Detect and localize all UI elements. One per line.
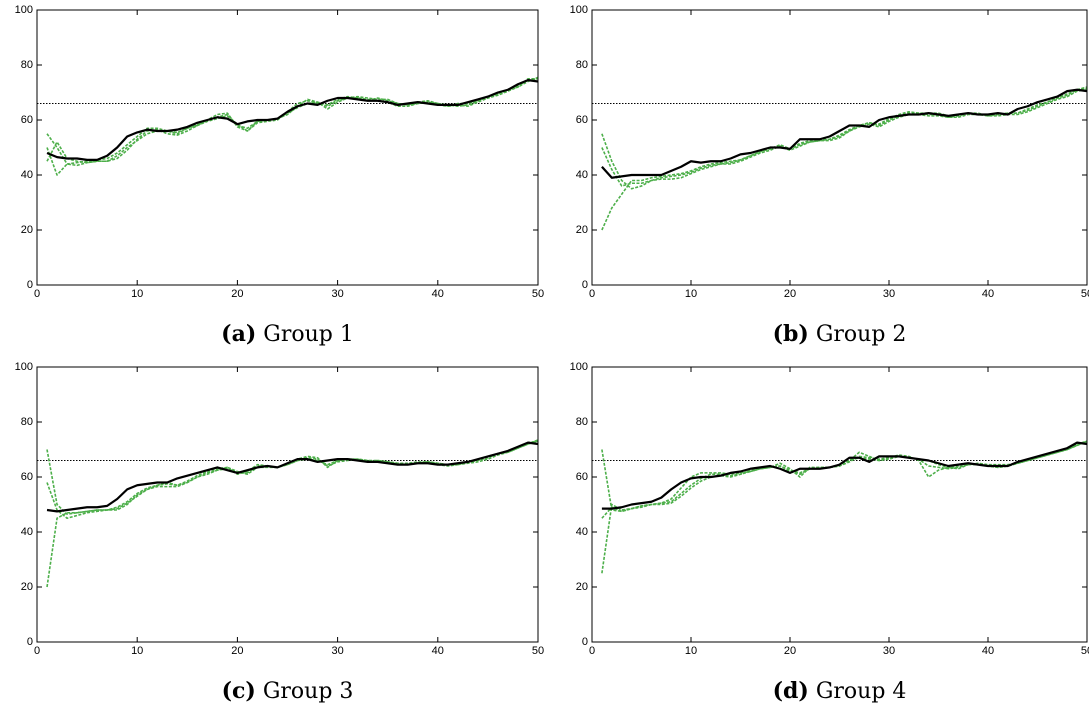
y-tick-label: 60 (21, 471, 33, 483)
x-tick-label: 40 (432, 645, 444, 657)
y-tick-label: 100 (15, 361, 33, 373)
y-tick-label: 20 (21, 581, 33, 593)
plot-frame (591, 366, 1088, 643)
y-tick-label: 80 (21, 416, 33, 428)
caption: (a) Group 1 (221, 321, 354, 347)
caption-label: (a) (221, 321, 256, 347)
x-tick-label: 0 (34, 645, 40, 657)
y-tick-label: 40 (576, 169, 588, 181)
x-tick-label: 50 (1081, 645, 1089, 657)
main-line (601, 88, 1088, 179)
run-line (46, 440, 539, 515)
x-tick-label: 10 (131, 645, 143, 657)
caption: (d) Group 4 (773, 678, 907, 704)
x-tick-label: 10 (131, 288, 143, 300)
x-tick-label: 0 (589, 645, 595, 657)
caption-label: (c) (222, 678, 256, 704)
main-line (46, 441, 539, 513)
caption-title: Group 2 (816, 322, 907, 347)
run-line (46, 439, 539, 588)
y-tick-label: 40 (21, 169, 33, 181)
main-line (601, 441, 1088, 510)
y-tick-label: 60 (21, 114, 33, 126)
y-tick-label: 0 (582, 636, 588, 648)
panel: 0 20 40 60 80 100 0 10 20 30 40 50 (a) Group 1 (15, 4, 544, 347)
y-tick-label: 40 (21, 526, 33, 538)
panel: 0 20 40 60 80 100 0 10 20 30 40 50 (c) Group 3 (15, 361, 544, 704)
x-tick-label: 40 (432, 288, 444, 300)
y-tick-label: 80 (576, 59, 588, 71)
x-tick-label: 20 (231, 288, 243, 300)
x-tick-label: 50 (1081, 288, 1089, 300)
y-tick-label: 80 (576, 416, 588, 428)
run-line (601, 440, 1088, 519)
caption-title: Group 1 (263, 322, 354, 347)
caption: (b) Group 2 (773, 321, 907, 347)
y-tick-label: 40 (576, 526, 588, 538)
plot-frame (591, 9, 1088, 286)
caption-label: (b) (773, 321, 809, 347)
plot-frame (36, 9, 539, 286)
x-tick-label: 20 (784, 288, 796, 300)
plot-frame (36, 366, 539, 643)
x-tick-label: 30 (883, 645, 895, 657)
x-tick-label: 30 (331, 288, 343, 300)
panel: 0 20 40 60 80 100 0 10 20 30 40 50 (b) Group 2 (570, 4, 1089, 347)
caption-label: (d) (773, 678, 809, 704)
y-tick-label: 0 (27, 279, 33, 291)
y-tick-label: 60 (576, 471, 588, 483)
y-tick-label: 100 (570, 361, 588, 373)
y-tick-label: 0 (582, 279, 588, 291)
x-tick-label: 40 (982, 288, 994, 300)
x-tick-label: 30 (331, 645, 343, 657)
x-tick-label: 10 (685, 645, 697, 657)
x-tick-label: 30 (883, 288, 895, 300)
panel: 0 20 40 60 80 100 0 10 20 30 40 50 (d) Group 4 (570, 361, 1089, 704)
y-tick-label: 20 (21, 224, 33, 236)
y-tick-label: 60 (576, 114, 588, 126)
y-tick-label: 80 (21, 59, 33, 71)
y-tick-label: 0 (27, 636, 33, 648)
x-tick-label: 0 (34, 288, 40, 300)
x-tick-label: 50 (532, 645, 544, 657)
x-tick-label: 10 (685, 288, 697, 300)
x-tick-label: 0 (589, 288, 595, 300)
y-tick-label: 100 (15, 4, 33, 16)
y-tick-label: 20 (576, 581, 588, 593)
x-tick-label: 40 (982, 645, 994, 657)
y-tick-label: 20 (576, 224, 588, 236)
run-line (46, 76, 539, 176)
y-tick-label: 100 (570, 4, 588, 16)
x-tick-label: 50 (532, 288, 544, 300)
caption-title: Group 3 (263, 679, 354, 704)
run-line (601, 88, 1088, 187)
main-line (46, 79, 539, 161)
caption: (c) Group 3 (222, 678, 354, 704)
x-tick-label: 20 (784, 645, 796, 657)
run-line (46, 77, 538, 165)
caption-title: Group 4 (816, 679, 907, 704)
run-line (601, 86, 1088, 231)
x-tick-label: 20 (231, 645, 243, 657)
